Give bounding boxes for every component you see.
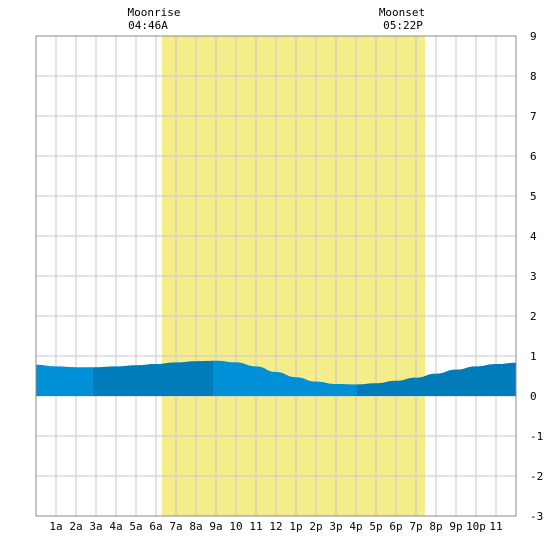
x-tick-label: 12 (269, 520, 282, 533)
y-tick-label: 9 (530, 30, 537, 43)
y-tick-label: -3 (530, 510, 543, 523)
plot-border (35, 35, 517, 517)
moonset-time: 05:22P (383, 19, 423, 32)
tide-band (93, 360, 213, 396)
x-tick-label: 9p (449, 520, 462, 533)
horizontal-gridlines (36, 75, 516, 477)
moonrise-time: 04:46A (128, 19, 168, 32)
x-tick-label: 10 (229, 520, 242, 533)
y-tick-label: 8 (530, 70, 537, 83)
x-tick-label: 11 (489, 520, 502, 533)
x-tick-label: 10p (466, 520, 486, 533)
x-tick-label: 6p (389, 520, 402, 533)
y-tick-label: 3 (530, 270, 537, 283)
y-tick-label: 1 (530, 350, 537, 363)
x-tick-label: 8p (429, 520, 442, 533)
x-tick-label: 2a (69, 520, 82, 533)
y-axis-ticks: -3 -2 -1 0 1 2 3 4 5 6 7 8 9 (530, 30, 543, 523)
x-tick-label: 11 (249, 520, 262, 533)
x-tick-label: 3p (329, 520, 342, 533)
x-tick-label: 6a (149, 520, 162, 533)
x-tick-label: 4a (109, 520, 122, 533)
y-tick-label: 6 (530, 150, 537, 163)
moonrise-label: Moonrise (128, 6, 181, 19)
moonset-label: Moonset (379, 6, 425, 19)
y-tick-label: 4 (530, 230, 537, 243)
x-tick-label: 7a (169, 520, 182, 533)
y-tick-label: 5 (530, 190, 537, 203)
x-tick-label: 1p (289, 520, 302, 533)
x-tick-label: 5p (369, 520, 382, 533)
x-tick-label: 5a (129, 520, 142, 533)
y-tick-label: 2 (530, 310, 537, 323)
x-tick-label: 2p (309, 520, 322, 533)
x-tick-label: 9a (209, 520, 222, 533)
x-axis-ticks: 1a 2a 3a 4a 5a 6a 7a 8a 9a 10 11 12 1p 2p 3p 4p 5p 6p 7p 8p… (49, 520, 502, 533)
x-tick-label: 1a (49, 520, 62, 533)
y-tick-label: -2 (530, 470, 543, 483)
y-tick-label: -1 (530, 430, 543, 443)
x-tick-label: 3a (89, 520, 102, 533)
y-tick-label: 7 (530, 110, 537, 123)
x-tick-label: 7p (409, 520, 422, 533)
x-tick-label: 4p (349, 520, 362, 533)
x-tick-label: 8a (189, 520, 202, 533)
y-tick-label: 0 (530, 390, 537, 403)
